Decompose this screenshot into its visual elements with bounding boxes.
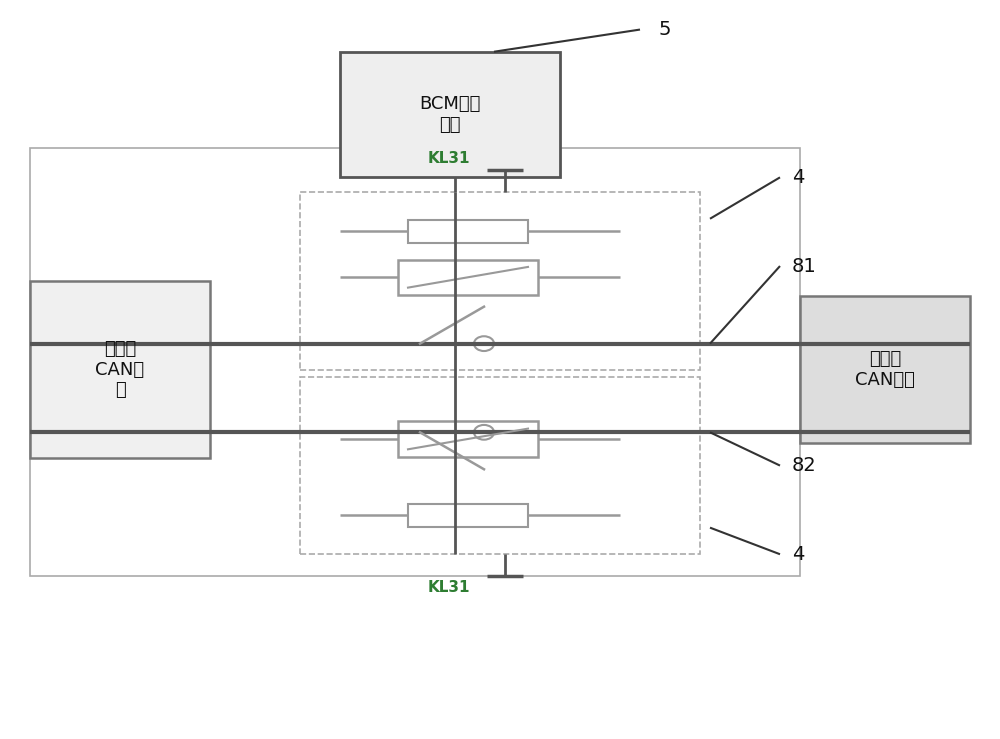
Text: BCM控制
单元: BCM控制 单元 bbox=[419, 95, 481, 134]
Bar bbox=[398, 421, 538, 457]
Circle shape bbox=[474, 336, 494, 351]
Circle shape bbox=[474, 425, 494, 440]
Text: 4: 4 bbox=[792, 545, 804, 564]
Text: 4: 4 bbox=[792, 168, 804, 187]
Bar bbox=[30, 148, 800, 576]
Bar bbox=[340, 52, 560, 177]
Bar bbox=[300, 192, 700, 370]
Text: 5: 5 bbox=[658, 20, 670, 39]
Text: 81: 81 bbox=[792, 256, 817, 276]
Text: KL31: KL31 bbox=[428, 580, 470, 595]
Bar bbox=[408, 504, 528, 527]
Text: 车前端
CAN总线: 车前端 CAN总线 bbox=[855, 350, 915, 389]
Bar bbox=[800, 296, 970, 443]
Text: 82: 82 bbox=[792, 456, 817, 475]
Bar bbox=[300, 377, 700, 554]
Bar bbox=[408, 219, 528, 242]
Bar bbox=[30, 281, 210, 458]
Text: KL31: KL31 bbox=[428, 151, 470, 166]
Bar bbox=[398, 259, 538, 295]
Text: 车后端
CAN总
线: 车后端 CAN总 线 bbox=[95, 340, 145, 399]
